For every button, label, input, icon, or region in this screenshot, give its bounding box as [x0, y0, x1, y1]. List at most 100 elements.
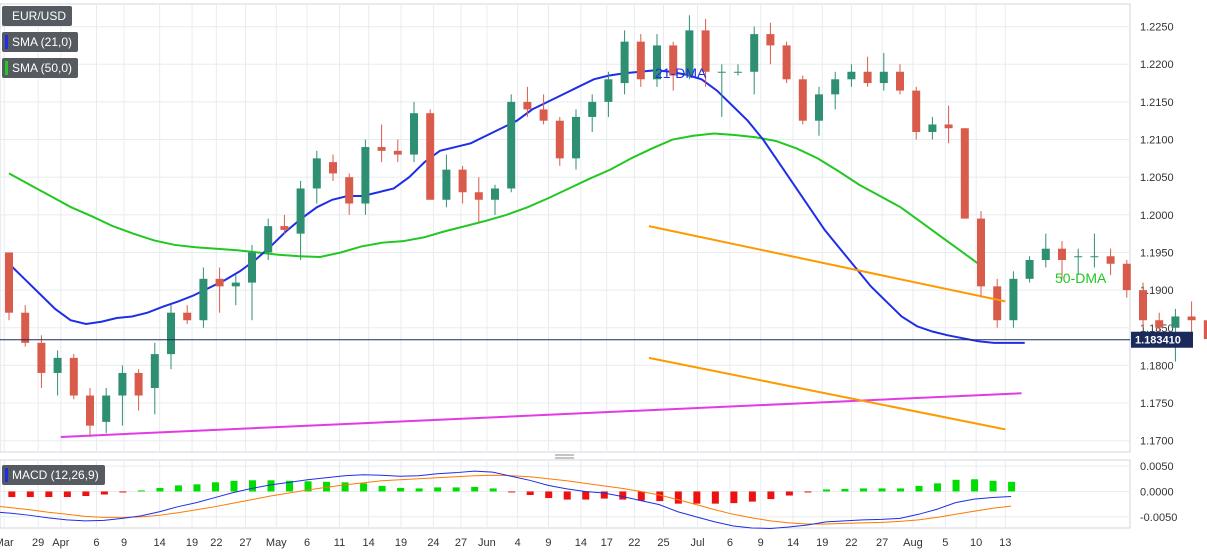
candle-body — [102, 395, 111, 422]
dma21-annotation: 21-DMA — [655, 65, 707, 81]
x-tick-label: 27 — [876, 537, 888, 549]
candle-body — [393, 150, 402, 155]
candle-body — [717, 71, 726, 73]
macd-histogram-bar — [341, 482, 349, 492]
candle-body — [377, 147, 386, 151]
candle-body — [798, 79, 807, 121]
macd-tick-label: 0.0050 — [1140, 461, 1174, 473]
price-tick-label: 1.2000 — [1140, 210, 1174, 222]
macd-histogram-bar — [360, 483, 368, 492]
macd-histogram-bar — [897, 488, 904, 492]
candle-body — [296, 188, 305, 234]
macd-histogram-bar — [8, 491, 16, 498]
candle-body — [1025, 260, 1034, 279]
candle-body — [1122, 263, 1131, 291]
macd-histogram-bar — [822, 489, 830, 492]
candle-body — [458, 169, 467, 193]
macd-histogram-bar — [563, 491, 571, 500]
candle-body — [507, 101, 516, 189]
macd-histogram-bar — [434, 487, 442, 492]
macd-histogram-bar — [859, 488, 867, 492]
candle-body — [491, 188, 499, 200]
candle-body — [782, 45, 791, 80]
x-tick-label: Jul — [690, 537, 704, 549]
x-tick-label: 29 — [32, 537, 44, 549]
macd-histogram-bar — [82, 491, 90, 497]
macd-histogram-bar — [526, 491, 534, 496]
candle-body — [896, 71, 904, 91]
candle-body — [183, 312, 192, 321]
candle-body — [1106, 256, 1115, 264]
macd-histogram-bar — [1008, 481, 1016, 492]
x-tick-label: 22 — [210, 537, 222, 549]
candle-body — [572, 116, 580, 159]
candle-body — [1058, 248, 1066, 260]
symbol-legend[interactable]: EUR/USD — [2, 6, 73, 26]
macd-histogram-bar — [249, 480, 256, 492]
macd-histogram-bar — [211, 482, 219, 492]
candle-body — [1203, 320, 1207, 340]
macd-histogram-bar — [119, 491, 127, 493]
candle-body — [1171, 316, 1180, 328]
sma21-legend-label: SMA (21,0) — [12, 35, 73, 49]
x-tick-label: 9 — [121, 537, 127, 549]
sma50-legend[interactable]: SMA (50,0) — [2, 58, 79, 78]
sma21-line — [8, 69, 1025, 344]
macd-histogram-bar — [785, 491, 793, 496]
macd-histogram-bar — [452, 487, 460, 492]
x-tick-label: 6 — [304, 537, 310, 549]
macd-histogram-bar — [934, 483, 942, 492]
candle-body — [248, 252, 256, 283]
candle-body — [912, 90, 921, 132]
macd-histogram-bar — [952, 479, 960, 492]
macd-legend[interactable]: MACD (12,26,9) — [2, 465, 105, 485]
candle-body — [653, 45, 661, 80]
candle-body — [993, 286, 1002, 321]
macd-legend-label: MACD (12,26,9) — [12, 468, 99, 482]
candle-body — [734, 71, 742, 73]
candle-body — [150, 354, 159, 388]
x-tick-label: 10 — [970, 537, 982, 549]
candle-body — [669, 45, 678, 76]
x-tick-label: 19 — [395, 537, 407, 549]
macd-histogram-bar — [748, 491, 756, 502]
candle-body — [1074, 256, 1083, 258]
price-tick-label: 1.1700 — [1140, 436, 1174, 448]
x-tick-label: 9 — [758, 537, 764, 549]
macd-histogram-bar — [26, 491, 34, 498]
x-tick-label: 14 — [154, 537, 166, 549]
candle-body — [264, 226, 273, 253]
price-tick-label: 1.1900 — [1140, 285, 1174, 297]
macd-histogram-bar — [286, 480, 294, 492]
x-tick-label: 6 — [93, 537, 99, 549]
price-tick-label: 1.2150 — [1140, 97, 1174, 109]
x-tick-label: 25 — [657, 537, 669, 549]
macd-histogram-bar — [989, 480, 997, 492]
sma50-legend-label: SMA (50,0) — [12, 61, 73, 75]
candle-body — [86, 395, 94, 426]
x-tick-label: 17 — [601, 537, 613, 549]
x-tick-label: 14 — [363, 537, 375, 549]
candle-body — [167, 312, 175, 355]
macd-histogram-bar — [415, 488, 423, 492]
candle-body — [442, 169, 451, 200]
sma21-legend[interactable]: SMA (21,0) — [2, 32, 79, 52]
candle-body — [879, 71, 888, 84]
x-tick-label: 19 — [816, 537, 828, 549]
symbol-label: EUR/USD — [12, 9, 67, 23]
candle-body — [53, 357, 62, 373]
x-tick-label: 13 — [999, 537, 1011, 549]
price-tick-label: 1.2200 — [1140, 59, 1174, 71]
candle-body — [134, 372, 143, 396]
macd-histogram-bar — [841, 488, 849, 492]
macd-histogram-bar — [804, 491, 812, 493]
candle-body — [815, 94, 823, 121]
macd-swatch — [5, 468, 8, 482]
macd-tick-label: 0.0000 — [1140, 486, 1174, 498]
x-tick-label: Apr — [52, 537, 69, 549]
x-tick-label: May — [266, 537, 287, 549]
candle-body — [863, 71, 872, 84]
candle-body — [1009, 278, 1018, 321]
